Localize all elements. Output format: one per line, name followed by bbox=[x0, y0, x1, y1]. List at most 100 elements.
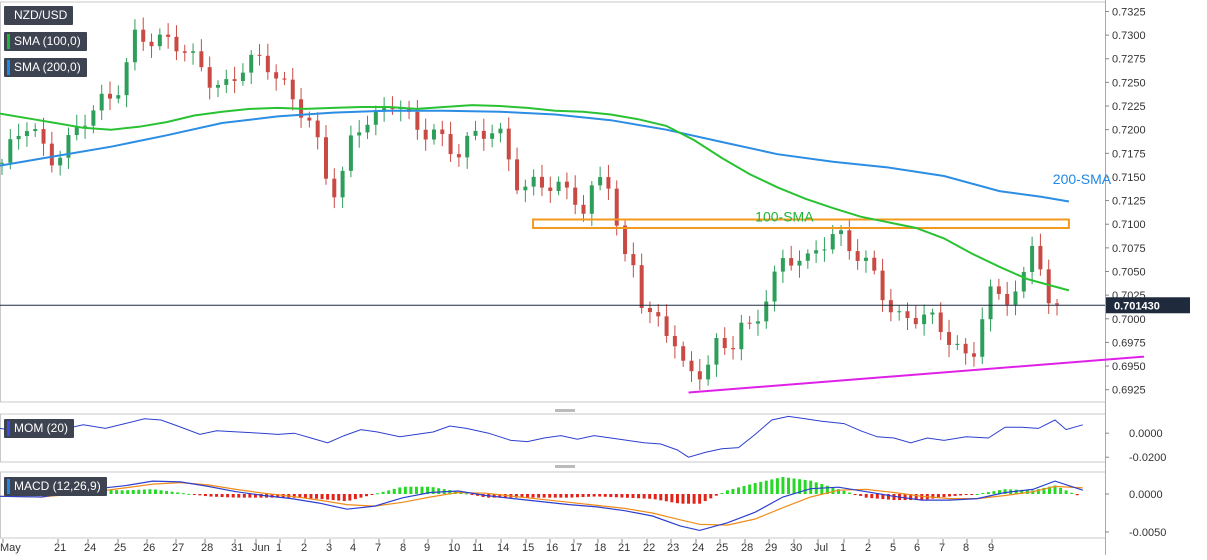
date-tick-label: 23 bbox=[667, 542, 679, 554]
sma200-line bbox=[0, 109, 1070, 203]
date-tick-label: 2 bbox=[865, 542, 871, 554]
macd-hist-bar bbox=[470, 494, 474, 495]
date-tick-label: 26 bbox=[143, 542, 155, 554]
macd-hist-bar bbox=[986, 492, 990, 494]
last-price-label: 0.701430 bbox=[1114, 300, 1160, 312]
macd-hist-bar bbox=[742, 485, 746, 494]
macd-signal-line bbox=[0, 481, 1083, 526]
macd-hist-bar bbox=[531, 494, 535, 498]
macd-hist-bar bbox=[165, 490, 169, 494]
macd-hist-bar bbox=[564, 494, 568, 498]
candle-body bbox=[1055, 303, 1060, 305]
macd-hist-bar bbox=[120, 490, 124, 494]
price-tick-label: 0.7150 bbox=[1112, 172, 1146, 184]
macd-hist-bar bbox=[259, 494, 263, 498]
candle-body bbox=[33, 129, 38, 132]
date-tick-label: 14 bbox=[497, 542, 509, 554]
date-tick-label: 27 bbox=[172, 542, 184, 554]
candle-body bbox=[506, 128, 511, 160]
candle-body bbox=[199, 51, 204, 68]
macd-hist-bar bbox=[942, 494, 946, 498]
macd-hist-bar bbox=[848, 492, 852, 494]
macd-hist-bar bbox=[126, 490, 130, 494]
candle-body bbox=[780, 258, 785, 272]
macd-hist-bar bbox=[270, 494, 274, 498]
macd-hist-bar bbox=[631, 494, 635, 499]
candle-body bbox=[431, 129, 436, 140]
candle-body bbox=[747, 322, 752, 324]
date-tick-label: 24 bbox=[84, 542, 96, 554]
date-tick-label: 21 bbox=[54, 542, 66, 554]
date-tick-label: 30 bbox=[790, 542, 802, 554]
sma200-badge[interactable]: SMA (200,0) bbox=[4, 58, 87, 77]
macd-hist-bar bbox=[831, 487, 835, 494]
candle-body bbox=[971, 353, 976, 357]
macd-hist-bar bbox=[414, 486, 418, 494]
macd-hist-bar bbox=[1047, 486, 1051, 494]
candle-body bbox=[814, 250, 819, 254]
macd-hist-bar bbox=[903, 494, 907, 501]
mom-badge[interactable]: MOM (20) bbox=[4, 419, 74, 438]
candle-body bbox=[490, 133, 495, 139]
macd-hist-bar bbox=[725, 490, 729, 494]
candle-body bbox=[797, 260, 802, 266]
macd-hist-bar bbox=[664, 494, 668, 502]
date-tick-label: 4 bbox=[350, 542, 356, 554]
macd-hist-bar bbox=[825, 485, 829, 494]
candle-body bbox=[215, 84, 220, 88]
macd-hist-bar bbox=[709, 494, 713, 499]
candle-body bbox=[91, 110, 96, 126]
macd-hist-bar bbox=[703, 494, 707, 502]
candle-body bbox=[290, 79, 295, 100]
date-tick-label: Jun bbox=[252, 542, 270, 554]
macd-hist-bar bbox=[648, 494, 652, 499]
date-tick-label: 9 bbox=[988, 542, 994, 554]
macd-hist-bar bbox=[520, 494, 524, 498]
macd-hist-bar bbox=[770, 479, 774, 494]
price-tick-label: 0.7300 bbox=[1112, 30, 1146, 42]
candles-group bbox=[0, 17, 1060, 391]
macd-hist-bar bbox=[409, 486, 413, 494]
macd-hist-bar bbox=[659, 494, 663, 501]
date-tick-label: 5 bbox=[890, 542, 896, 554]
candle-body bbox=[465, 135, 470, 158]
macd-hist-bar bbox=[764, 480, 768, 494]
macd-hist-bar bbox=[514, 494, 518, 498]
candle-body bbox=[913, 317, 918, 325]
date-tick-label: Jul bbox=[814, 542, 828, 554]
candle-body bbox=[456, 154, 461, 158]
macd-hist-bar bbox=[1042, 487, 1046, 494]
candle-body bbox=[1013, 291, 1018, 305]
candle-body bbox=[107, 93, 112, 99]
sma100-badge[interactable]: SMA (100,0) bbox=[4, 32, 87, 51]
date-tick-label: 15 bbox=[522, 542, 534, 554]
macd-hist-bar bbox=[1036, 489, 1040, 494]
date-tick-label: 28 bbox=[201, 542, 213, 554]
candle-body bbox=[598, 177, 603, 186]
macd-hist-bar bbox=[1075, 494, 1079, 496]
candle-body bbox=[863, 257, 868, 261]
macd-hist-bar bbox=[387, 490, 391, 494]
macd-hist-bar bbox=[759, 481, 763, 494]
macd-hist-bar bbox=[326, 494, 330, 500]
symbol-badge[interactable]: NZD/USD bbox=[4, 6, 74, 25]
macd-hist-bar bbox=[1059, 487, 1063, 494]
price-tick-label: 0.7100 bbox=[1112, 219, 1146, 231]
macd-hist-bar bbox=[803, 479, 807, 494]
candle-body bbox=[8, 139, 13, 163]
macd-hist-bar bbox=[315, 494, 319, 499]
date-tick-label: 11 bbox=[472, 542, 483, 554]
candle-body bbox=[714, 338, 719, 365]
price-tick-label: 0.7075 bbox=[1112, 243, 1146, 255]
candle-body bbox=[647, 307, 652, 313]
macd-hist-bar bbox=[1003, 489, 1007, 494]
macd-hist-bar bbox=[842, 490, 846, 494]
macd-hist-bar bbox=[981, 493, 985, 495]
macd-hist-bar bbox=[242, 494, 246, 498]
candle-body bbox=[149, 41, 154, 47]
macd-badge[interactable]: MACD (12,26,9) bbox=[4, 477, 107, 496]
date-tick-label: 10 bbox=[448, 542, 460, 554]
candle-body bbox=[174, 36, 179, 52]
